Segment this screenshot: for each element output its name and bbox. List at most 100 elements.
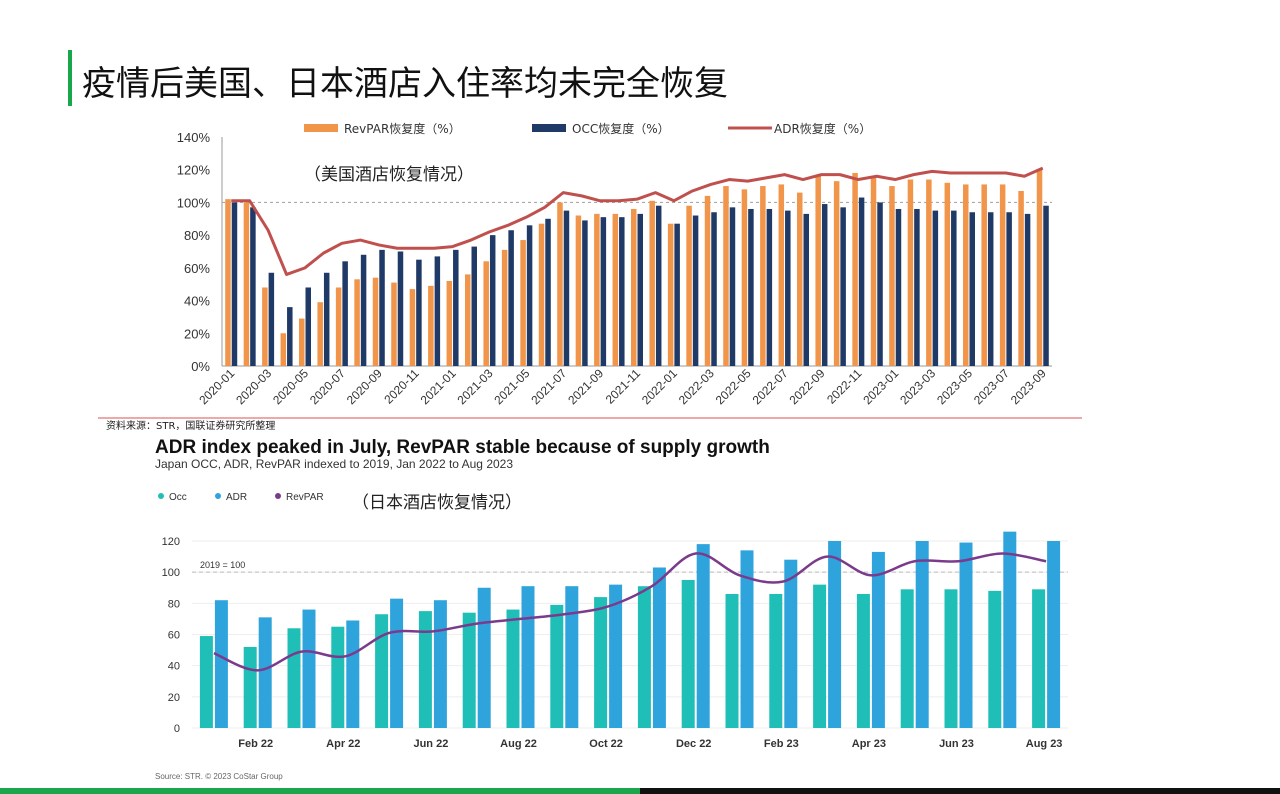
us-occ-bar (582, 220, 588, 366)
us-occ-bar (785, 210, 791, 366)
us-occ-bar (600, 217, 607, 366)
jp-adr-bar (696, 544, 710, 728)
us-revpar-bar (1018, 190, 1024, 366)
us-revpar-bar (870, 177, 877, 366)
us-y-tick-label: 40% (184, 294, 210, 309)
us-occ-bar (895, 208, 902, 366)
us-revpar-bar (833, 181, 840, 366)
us-occ-bar (748, 208, 754, 366)
us-revpar-bar (280, 333, 287, 366)
us-revpar-bar (299, 318, 305, 366)
us-x-tick-label: 2021-11 (603, 366, 644, 407)
us-x-tick-label: 2021-01 (418, 366, 459, 407)
us-revpar-bar (612, 213, 619, 366)
jp-adr-bar (828, 541, 842, 728)
us-occ-bar (379, 249, 385, 366)
jp-adr-bar (915, 541, 929, 728)
jp-chart-title: ADR index peaked in July, RevPAR stable … (155, 437, 770, 458)
us-revpar-bar (372, 277, 379, 366)
us-occ-bar (655, 205, 662, 366)
jp-x-tick-label: Feb 23 (764, 738, 799, 750)
jp-adr-bar (740, 550, 754, 728)
jp-legend-label: RevPAR (286, 492, 324, 503)
us-revpar-bar (760, 186, 766, 366)
jp-occ-bar (199, 636, 213, 728)
us-occ-bar (803, 213, 809, 366)
jp-reference-label: 2019 = 100 (200, 560, 245, 570)
us-occ-bar (766, 208, 773, 366)
us-revpar-bar (446, 280, 453, 366)
us-occ-bar (342, 261, 348, 366)
us-occ-bar (489, 235, 496, 366)
us-legend-swatch (532, 124, 566, 132)
jp-adr-bar (258, 617, 272, 728)
us-revpar-bar (686, 205, 692, 366)
us-occ-bar (932, 210, 939, 366)
jp-adr-bar (521, 586, 535, 728)
us-revpar-bar (335, 287, 342, 366)
us-occ-bar (619, 217, 625, 366)
us-occ-bar (563, 210, 570, 366)
jp-legend-label: Occ (169, 492, 187, 503)
us-occ-bar (1006, 212, 1012, 366)
us-revpar-bar (354, 279, 360, 366)
us-occ-bar (840, 207, 846, 366)
us-revpar-bar (520, 240, 526, 366)
us-x-tick-label: 2021-03 (455, 366, 496, 407)
us-x-tick-label: 2023-09 (1008, 366, 1049, 407)
jp-occ-bar (725, 593, 739, 728)
jp-occ-bar (637, 586, 651, 728)
us-y-tick-label: 20% (184, 326, 210, 341)
jp-occ-bar (506, 609, 520, 728)
us-occ-bar (508, 230, 514, 366)
us-revpar-bar (1036, 169, 1043, 366)
us-revpar-bar (465, 274, 471, 366)
us-revpar-bar (741, 189, 748, 366)
us-revpar-bar (815, 176, 821, 366)
jp-adr-bar (1047, 541, 1061, 728)
jp-x-tick-label: Oct 22 (589, 738, 623, 750)
us-revpar-bar (557, 202, 563, 366)
us-revpar-bar (317, 302, 323, 366)
us-revpar-bar (963, 184, 969, 366)
us-occ-bar (1043, 205, 1049, 366)
jp-adr-bar (652, 567, 666, 728)
us-occ-bar (951, 210, 957, 366)
us-x-tick-label: 2021-05 (491, 366, 532, 407)
us-revpar-bar (944, 182, 951, 366)
us-x-tick-label: 2023-01 (860, 366, 901, 407)
us-y-tick-label: 60% (184, 261, 210, 276)
us-legend-label: ADR恢复度（%） (774, 121, 871, 136)
us-revpar-bar (926, 179, 932, 366)
jp-adr-bar (302, 609, 316, 728)
us-x-tick-label: 2020-11 (381, 366, 422, 407)
us-occ-bar (969, 212, 975, 366)
us-occ-bar (729, 207, 736, 366)
jp-occ-bar (900, 589, 914, 728)
us-chart-annotation: （美国酒店恢复情况） (304, 165, 474, 185)
jp-y-tick-label: 40 (168, 661, 180, 673)
us-x-tick-label: 2022-07 (750, 366, 791, 407)
us-legend-label: RevPAR恢复度（%） (344, 121, 461, 136)
us-x-tick-label: 2020-07 (307, 366, 348, 407)
us-x-tick-label: 2021-09 (565, 366, 606, 407)
us-occ-bar (877, 202, 883, 366)
us-occ-bar (526, 225, 533, 366)
us-revpar-bar (981, 184, 987, 366)
jp-occ-bar (1032, 589, 1046, 728)
jp-adr-bar (390, 598, 404, 728)
us-occ-bar (858, 197, 865, 366)
jp-occ-bar (243, 646, 257, 728)
jp-y-tick-label: 100 (162, 567, 180, 579)
us-y-tick-label: 0% (191, 359, 210, 374)
jp-legend-swatch (158, 493, 164, 499)
us-x-tick-label: 2022-09 (787, 366, 828, 407)
us-y-tick-label: 100% (177, 195, 211, 210)
us-occ-bar (434, 256, 441, 366)
us-occ-bar (674, 223, 680, 366)
us-occ-bar (231, 202, 238, 366)
jp-x-tick-label: Aug 23 (1026, 738, 1063, 750)
us-occ-bar (287, 307, 293, 366)
us-revpar-bar (907, 179, 914, 366)
